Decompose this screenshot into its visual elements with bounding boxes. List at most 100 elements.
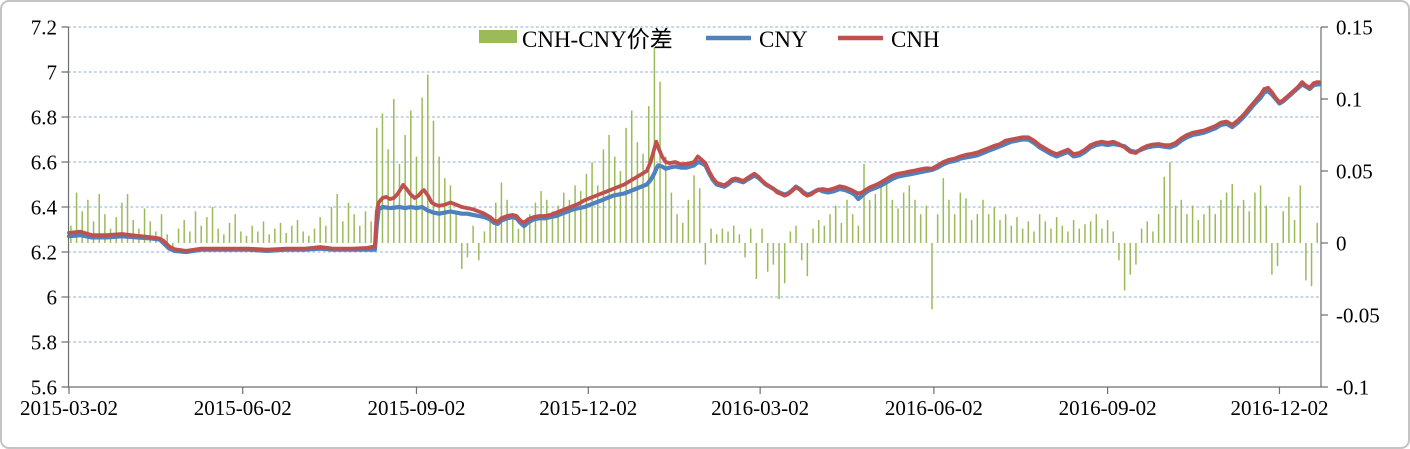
spread-bar xyxy=(1316,222,1318,243)
spread-bar xyxy=(1259,185,1262,243)
spread-bar xyxy=(1106,219,1109,243)
spread-bar xyxy=(563,192,565,243)
spread-bar xyxy=(982,199,984,243)
spread-bar xyxy=(478,243,480,261)
spread-bar xyxy=(1214,214,1217,243)
x-tick-label: 2016-06-02 xyxy=(885,396,983,420)
x-tick-label: 2015-03-02 xyxy=(20,396,118,420)
spread-bar xyxy=(840,222,843,243)
spread-bar xyxy=(1050,228,1052,243)
spread-bar xyxy=(1118,243,1120,261)
spread-bar xyxy=(755,243,758,279)
spread-bar xyxy=(636,142,639,243)
spread-bar xyxy=(75,192,78,243)
spread-bar xyxy=(347,202,350,243)
spread-bar xyxy=(602,149,605,243)
y-left-tick-label: 5.6 xyxy=(31,376,57,400)
spread-bar xyxy=(1061,225,1064,243)
spread-bar xyxy=(177,228,180,243)
spread-bar xyxy=(1146,221,1149,243)
spread-bar xyxy=(121,202,123,243)
spread-bar xyxy=(1157,214,1160,243)
spread-bar xyxy=(613,156,616,243)
spread-bar xyxy=(1305,243,1307,281)
spread-bar xyxy=(132,219,134,243)
spread-bar xyxy=(823,225,826,243)
spread-bar xyxy=(268,234,270,243)
spread-bar xyxy=(1038,214,1041,243)
spread-bar xyxy=(846,199,848,243)
spread-bar xyxy=(455,214,457,243)
spread-bar xyxy=(1237,205,1239,243)
spread-bar xyxy=(415,156,418,243)
spread-bar xyxy=(1282,211,1284,243)
spread-bar xyxy=(647,106,650,243)
spread-bar xyxy=(92,221,95,243)
spread-bar xyxy=(1231,183,1233,243)
spread-bar xyxy=(506,199,508,243)
spread-bar xyxy=(189,231,191,243)
spread-bar xyxy=(285,232,287,243)
spread-bar xyxy=(868,199,871,243)
spread-bar xyxy=(1288,196,1290,243)
spread-bar xyxy=(279,222,282,243)
spread-bar xyxy=(359,225,361,243)
spread-bar xyxy=(715,234,718,243)
spread-bar xyxy=(1016,217,1018,243)
y-right-tick-label: 0.05 xyxy=(1336,160,1373,184)
spread-bar xyxy=(211,207,214,243)
spread-bar xyxy=(676,214,678,243)
y-right-tick-label: -0.1 xyxy=(1336,376,1369,400)
spread-bar xyxy=(948,199,950,243)
spread-bar xyxy=(908,185,911,243)
spread-bar xyxy=(325,225,327,243)
x-tick-label: 2016-12-02 xyxy=(1230,396,1328,420)
spread-bar xyxy=(812,228,814,243)
spread-bar xyxy=(466,243,469,258)
spread-bar xyxy=(234,214,236,243)
spread-bar xyxy=(1067,231,1069,243)
spread-bar xyxy=(619,171,622,243)
spread-bar xyxy=(987,214,990,243)
spread-bar xyxy=(1208,205,1211,243)
spread-bar xyxy=(681,222,684,243)
y-left-tick-label: 5.8 xyxy=(31,331,57,355)
spread-bar xyxy=(1220,199,1222,243)
spread-bar xyxy=(1242,199,1245,243)
spread-bar xyxy=(523,225,525,243)
spread-bar xyxy=(806,243,809,277)
y-left-tick-label: 7 xyxy=(47,61,58,85)
spread-bar xyxy=(291,225,293,243)
spread-bar xyxy=(766,243,769,272)
spread-bar xyxy=(274,228,276,243)
spread-bar xyxy=(851,214,854,243)
spread-bar xyxy=(421,97,423,243)
spread-bar xyxy=(517,228,520,243)
spread-bar xyxy=(1021,228,1024,243)
spread-bar xyxy=(902,192,905,243)
spread-bar xyxy=(427,74,429,244)
spread-bar xyxy=(1186,214,1188,243)
spread-bar xyxy=(891,199,894,243)
spread-bar xyxy=(172,243,174,249)
spread-bar xyxy=(1112,231,1115,243)
spread-bar xyxy=(1174,205,1177,243)
spread-bar xyxy=(166,234,168,243)
spread-bar xyxy=(1163,176,1166,243)
spread-bar xyxy=(568,199,571,243)
spread-bar xyxy=(1123,243,1126,291)
spread-bar xyxy=(800,243,803,261)
spread-bar xyxy=(965,198,967,243)
legend-label-cny: CNY xyxy=(759,27,808,52)
spread-bar xyxy=(914,199,916,243)
spread-bar xyxy=(931,243,933,310)
spread-bar xyxy=(472,225,474,243)
spread-bar xyxy=(863,163,865,243)
spread-bar xyxy=(970,219,973,243)
spread-bar xyxy=(1197,219,1200,243)
spread-bar xyxy=(398,163,401,243)
spread-bar xyxy=(999,219,1001,243)
spread-bar xyxy=(1095,214,1098,243)
spread-bar xyxy=(698,188,701,243)
spread-bar xyxy=(98,194,100,243)
